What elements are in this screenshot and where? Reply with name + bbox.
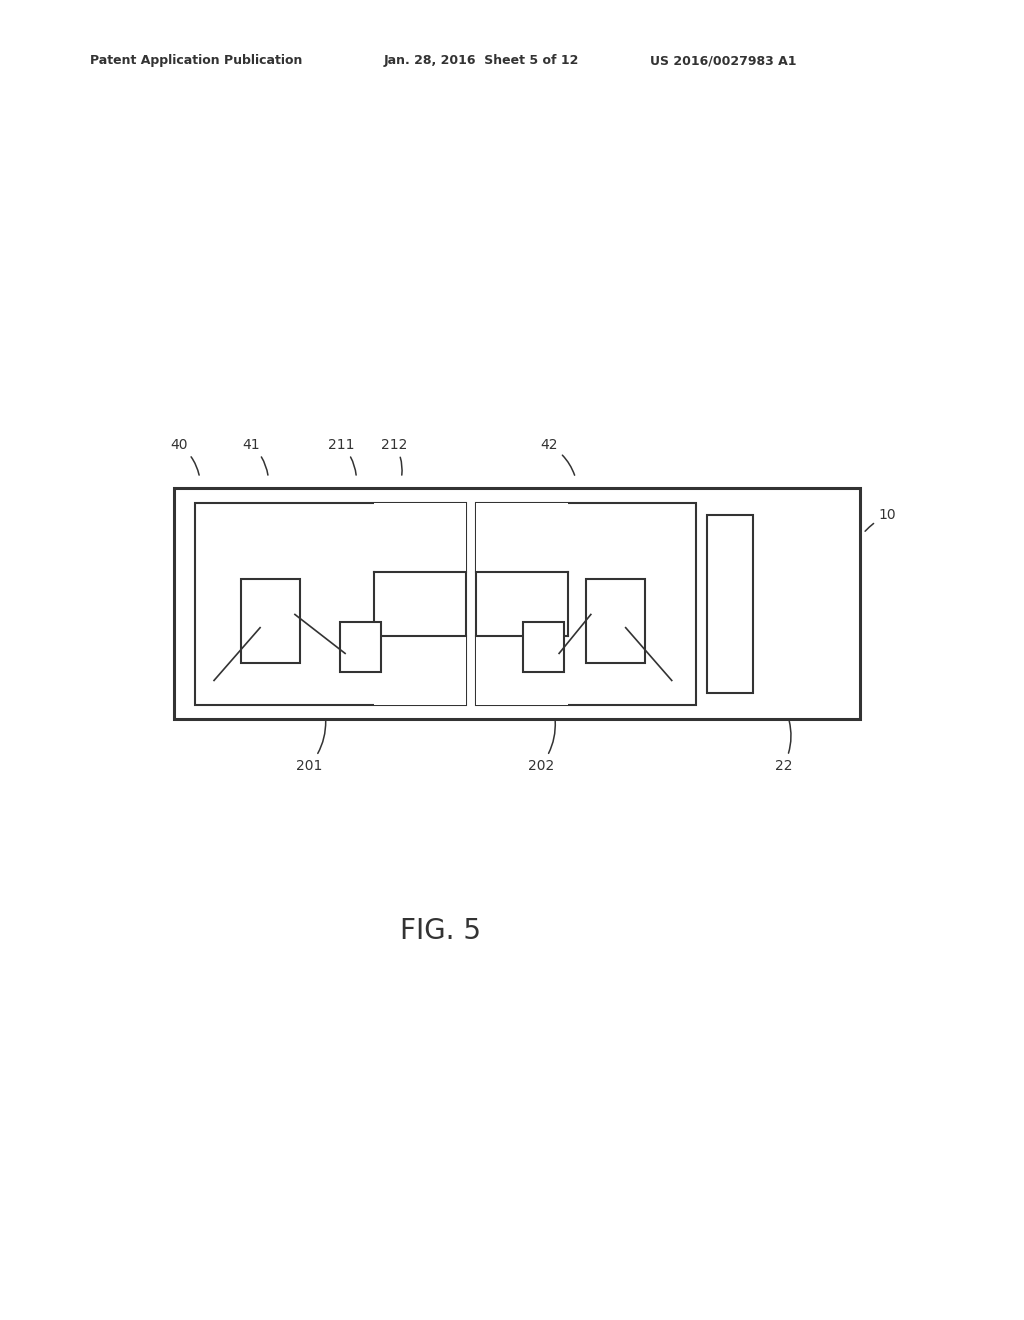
Bar: [476, 503, 696, 705]
Text: 40: 40: [170, 438, 199, 475]
Text: 22: 22: [774, 721, 793, 772]
Text: 10: 10: [865, 508, 896, 531]
Bar: [586, 579, 645, 663]
Bar: [707, 515, 753, 693]
Text: 41: 41: [242, 438, 268, 475]
Bar: [476, 636, 568, 705]
Bar: [374, 503, 466, 572]
Bar: [523, 622, 564, 672]
Text: 201: 201: [296, 721, 326, 772]
Text: 202: 202: [527, 721, 555, 772]
Text: US 2016/0027983 A1: US 2016/0027983 A1: [650, 54, 797, 67]
Text: Patent Application Publication: Patent Application Publication: [90, 54, 302, 67]
Bar: [195, 503, 466, 705]
Bar: [476, 503, 568, 572]
Text: 212: 212: [381, 438, 408, 475]
Text: Jan. 28, 2016  Sheet 5 of 12: Jan. 28, 2016 Sheet 5 of 12: [384, 54, 580, 67]
Bar: [340, 622, 381, 672]
Text: 42: 42: [540, 438, 574, 475]
Bar: [241, 579, 300, 663]
Bar: [374, 636, 466, 705]
Bar: [174, 488, 860, 719]
Text: 211: 211: [328, 438, 356, 475]
Text: FIG. 5: FIG. 5: [399, 916, 481, 945]
